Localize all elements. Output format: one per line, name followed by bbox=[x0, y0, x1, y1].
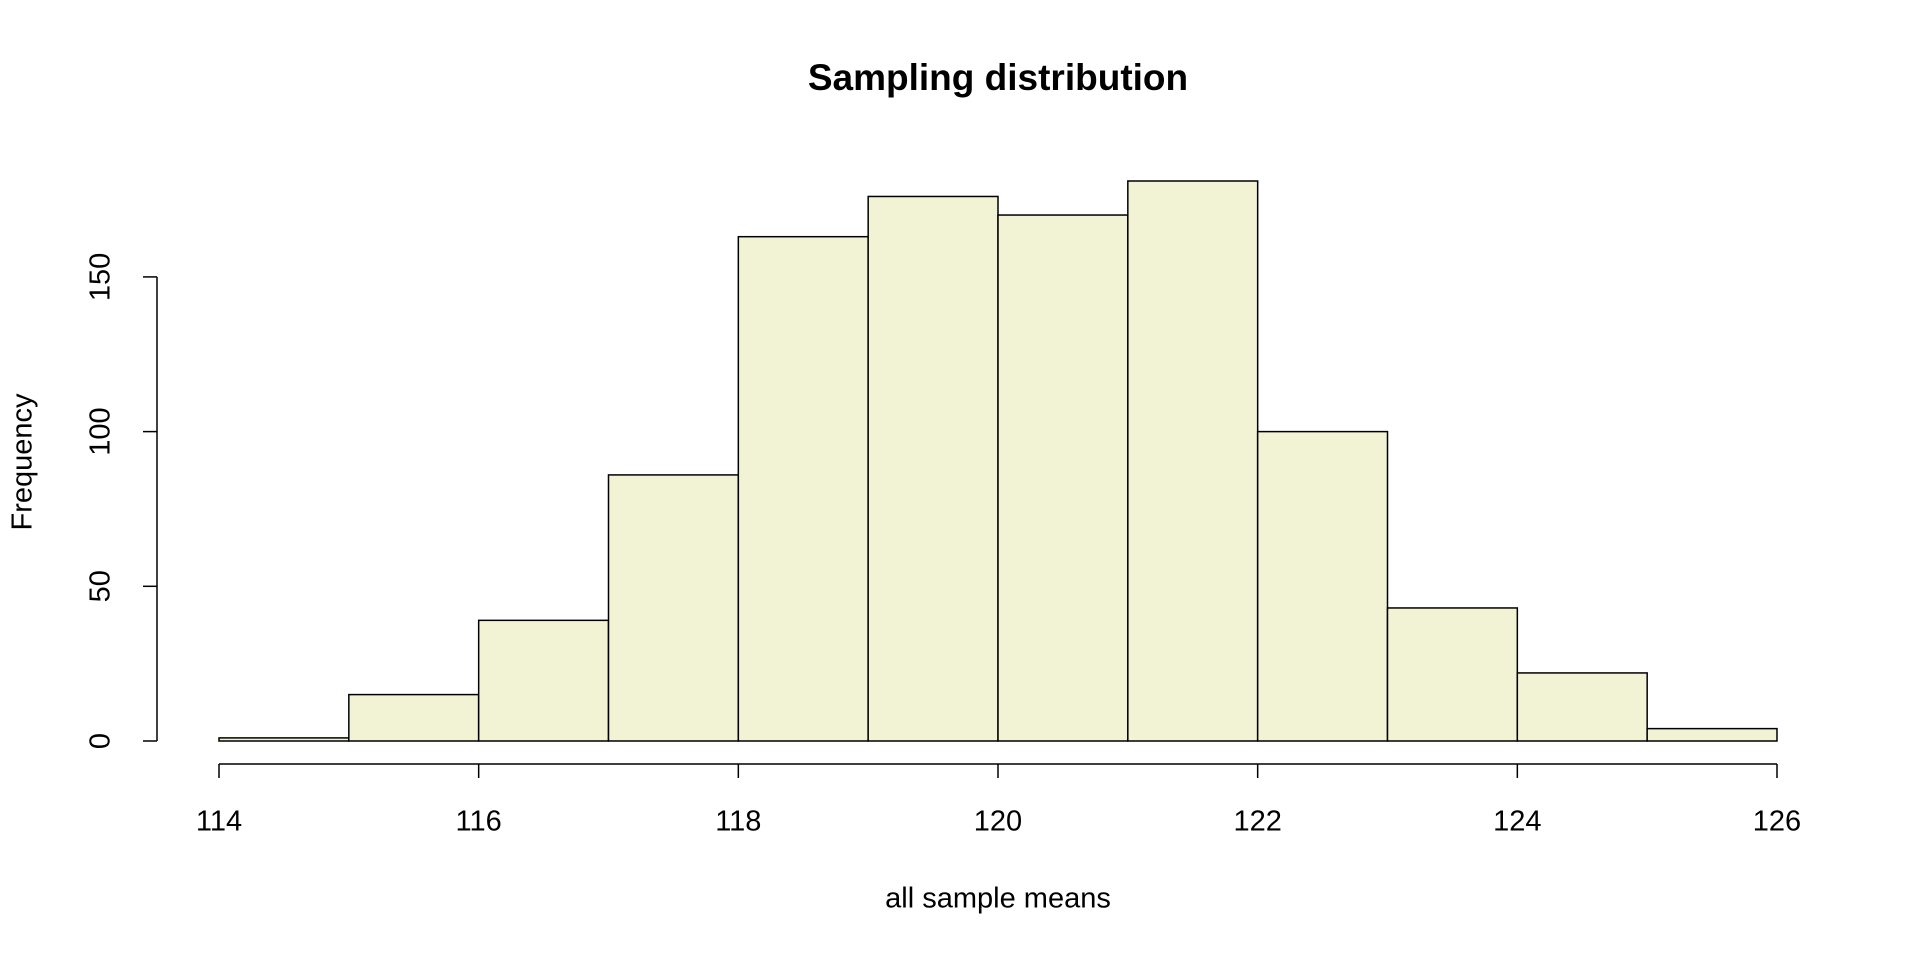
bar bbox=[218, 737, 350, 742]
bar bbox=[477, 619, 610, 742]
bar bbox=[997, 214, 1129, 742]
bar bbox=[348, 693, 480, 742]
y-tick-label: 0 bbox=[85, 733, 117, 749]
y-axis-label: Frequency bbox=[7, 393, 39, 531]
bar bbox=[1516, 672, 1648, 742]
bar bbox=[737, 235, 869, 742]
bar bbox=[1256, 430, 1389, 742]
chart-title: Sampling distribution bbox=[808, 57, 1188, 98]
bar bbox=[1127, 180, 1259, 742]
x-axis-label: all sample means bbox=[885, 883, 1111, 915]
x-tick-label: 116 bbox=[456, 806, 502, 838]
bar bbox=[607, 474, 740, 742]
x-tick-label: 126 bbox=[1753, 806, 1801, 838]
bar bbox=[1386, 607, 1519, 742]
bar bbox=[867, 195, 999, 742]
bar bbox=[1646, 727, 1778, 742]
x-tick-label: 118 bbox=[715, 806, 761, 838]
x-tick-label: 114 bbox=[196, 806, 242, 838]
y-tick-label: 50 bbox=[85, 570, 117, 602]
x-tick-label: 124 bbox=[1493, 806, 1541, 838]
y-tick-label: 150 bbox=[85, 253, 117, 301]
y-tick-label: 100 bbox=[85, 407, 117, 455]
x-tick-label: 120 bbox=[974, 806, 1022, 838]
x-tick-label: 122 bbox=[1233, 806, 1281, 838]
